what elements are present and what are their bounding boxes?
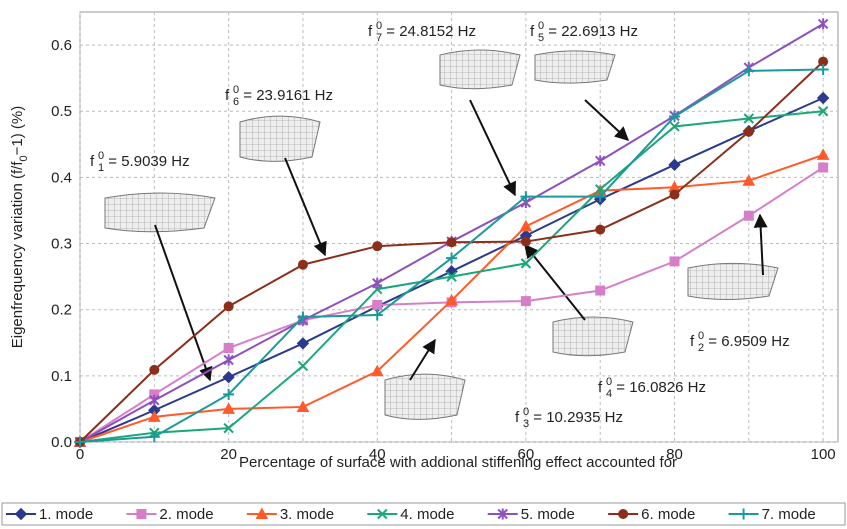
point (447, 237, 457, 247)
point (618, 509, 628, 519)
annotation-text: = 16.0826 Hz (612, 379, 706, 396)
annotation-text: = 24.8152 Hz (382, 23, 476, 40)
point (596, 286, 605, 295)
point (595, 225, 605, 235)
point (137, 510, 146, 519)
mode-shape (240, 116, 320, 161)
point (744, 127, 754, 137)
point (521, 237, 531, 247)
point (372, 241, 382, 251)
annotation-text: = 10.2935 Hz (529, 409, 623, 426)
annotation-text: = 23.9161 Hz (239, 87, 333, 104)
annotation-text: = 5.9039 Hz (104, 153, 189, 170)
legend-label: 4. mode (400, 506, 454, 523)
x-tick-label: 100 (811, 446, 836, 463)
point (373, 301, 382, 310)
annotation-text: = 6.9509 Hz (704, 333, 789, 350)
annotation-text: = 22.6913 Hz (544, 23, 638, 40)
mode-shape (385, 374, 465, 419)
mode-shape (440, 50, 520, 89)
chart: Percentage of surface with addional stif… (0, 0, 847, 529)
point (670, 190, 680, 200)
point (224, 301, 234, 311)
point (744, 211, 753, 220)
y-tick-label: 0.5 (51, 103, 72, 120)
y-tick-label: 0.0 (51, 434, 72, 451)
y-axis-label: Eigenfrequency variation (f/f0−1) (%) (9, 106, 30, 349)
legend-label: 3. mode (280, 506, 334, 523)
mode-shape (535, 51, 615, 83)
mode-shape (553, 317, 633, 356)
x-tick-label: 0 (76, 446, 84, 463)
legend-label: 1. mode (39, 506, 93, 523)
y-tick-label: 0.2 (51, 302, 72, 319)
x-tick-label: 20 (220, 446, 237, 463)
y-tick-label: 0.1 (51, 368, 72, 385)
y-label-text: −1) (%) (9, 106, 26, 156)
legend-label: 6. mode (641, 506, 695, 523)
y-tick-label: 0.3 (51, 236, 72, 253)
legend-label: 7. mode (762, 506, 816, 523)
y-tick-label: 0.4 (51, 169, 72, 186)
mode-shape (105, 193, 215, 232)
x-axis-label: Percentage of surface with addional stif… (239, 454, 677, 471)
point (521, 297, 530, 306)
legend-label: 5. mode (521, 506, 575, 523)
y-tick-label: 0.6 (51, 37, 72, 54)
point (149, 365, 159, 375)
x-tick-label: 80 (666, 446, 683, 463)
point (819, 163, 828, 172)
legend-label: 2. mode (159, 506, 213, 523)
x-tick-label: 40 (369, 446, 386, 463)
x-tick-label: 60 (518, 446, 535, 463)
point (670, 257, 679, 266)
mode-shape (688, 263, 778, 299)
point (224, 344, 233, 353)
point (298, 260, 308, 270)
y-label-text: Eigenfrequency variation (f/f (9, 161, 26, 349)
